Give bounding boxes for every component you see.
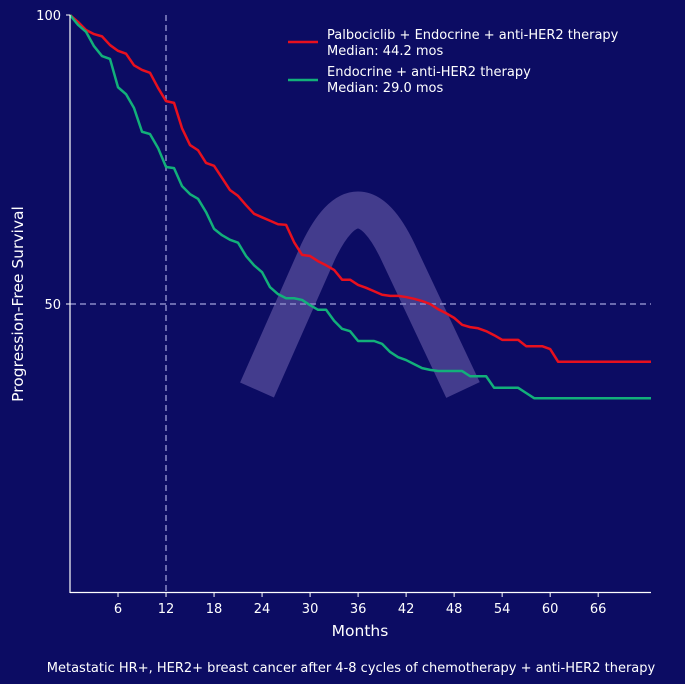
legend-label-palbociclib: Palbociclib + Endocrine + anti-HER2 ther…: [327, 28, 619, 43]
x-tick-label: 48: [446, 602, 463, 617]
x-tick-label: 6: [114, 602, 122, 617]
x-tick-label: 24: [254, 602, 271, 617]
legend: Palbociclib + Endocrine + anti-HER2 ther…: [288, 28, 619, 96]
series-line-1: [69, 14, 651, 400]
x-tick-label: 30: [302, 602, 319, 617]
x-tick-label: 66: [590, 602, 607, 617]
x-tick-label: 18: [206, 602, 223, 617]
x-tick-label: 54: [494, 602, 511, 617]
legend-median-palbociclib: Median: 44.2 mos: [327, 44, 443, 59]
y-tick-label: 50: [44, 298, 61, 313]
chart-caption: Metastatic HR+, HER2+ breast cancer afte…: [47, 661, 656, 676]
x-tick-label: 60: [542, 602, 559, 617]
watermark-logo: [240, 191, 480, 398]
x-tick-label: 12: [158, 602, 175, 617]
x-tick-label: 42: [398, 602, 415, 617]
y-axis-label: Progression-Free Survival: [9, 206, 27, 402]
legend-median-endocrine: Median: 29.0 mos: [327, 81, 443, 96]
legend-label-endocrine: Endocrine + anti-HER2 therapy: [327, 65, 531, 80]
x-axis-label: Months: [332, 622, 389, 640]
x-tick-label: 36: [350, 602, 367, 617]
series-line-0: [69, 14, 651, 364]
y-tick-label: 100: [36, 9, 61, 24]
